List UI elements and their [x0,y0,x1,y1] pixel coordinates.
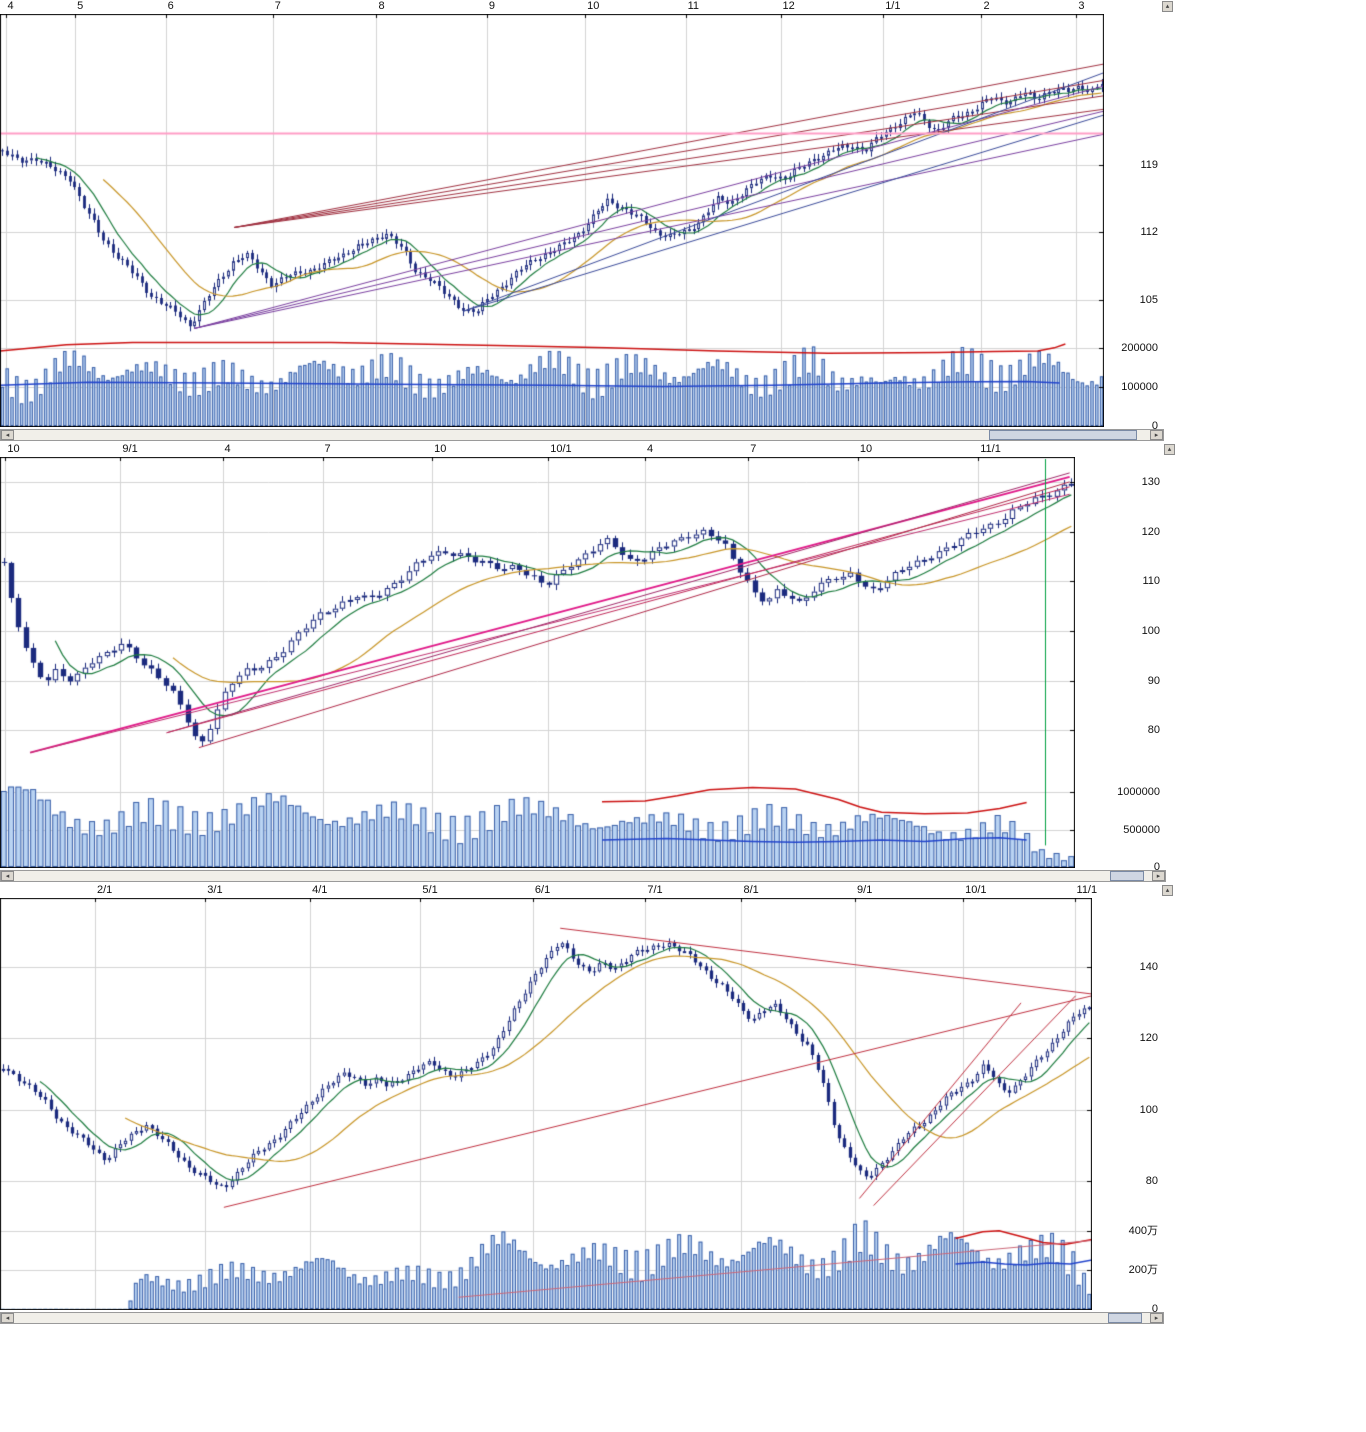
volume-tick-label: 0 [1153,861,1160,873]
x-tick-label: 1/1 [885,0,901,12]
price-tick-label: 105 [1139,293,1158,306]
x-tick-label: 10 [859,443,873,455]
window-corner-button[interactable]: ▴ [1162,1,1173,12]
x-tick-label: 11/1 [980,443,1001,455]
volume-tick-label: 200000 [1121,341,1158,354]
scroll-left-arrow[interactable]: ◂ [1,871,14,881]
x-axis-labels: 10 9/1 4 7 10 10/1 4 7 10 11/1 [0,443,1180,457]
x-tick-label: 4/1 [312,884,328,896]
x-tick-label: 7/1 [647,884,663,896]
volume-tick-label: 200万 [1128,1263,1158,1276]
x-tick-label: 3 [1078,0,1085,12]
x-tick-label: 8 [378,0,385,12]
price-tick-label: 130 [1141,475,1160,488]
window-corner-button[interactable]: ▴ [1164,444,1175,455]
scroll-left-arrow[interactable]: ◂ [1,1313,14,1323]
x-tick-label: 4 [7,0,14,12]
x-tick-label: 4 [647,443,654,455]
price-tick-label: 80 [1145,1174,1158,1187]
volume-tick-label: 1000000 [1117,786,1160,798]
weekly-chart-middle: 10 9/1 4 7 10 10/1 4 7 10 11/1 130 120 110 100 90 80 100… [0,443,1180,884]
x-tick-label: 10/1 [965,884,987,896]
weekly-chart-middle-plot [0,457,1075,868]
x-tick-label: 10 [587,0,600,12]
horizontal-scrollbar[interactable]: ◂ ▸ [0,870,1166,882]
horizontal-scrollbar[interactable]: ◂ ▸ [0,429,1164,441]
x-tick-label: 7 [324,443,331,455]
scroll-right-arrow[interactable]: ▸ [1152,871,1165,881]
x-tick-label: 2 [983,0,990,12]
x-tick-label: 7 [274,0,281,12]
x-tick-label: 11 [687,0,699,12]
volume-tick-label: 500000 [1123,823,1160,836]
x-tick-label: 10 [434,443,447,455]
price-tick-label: 100 [1139,1103,1158,1116]
x-tick-label: 3/1 [207,884,223,896]
volume-tick-label: 0 [1151,420,1158,432]
x-tick-label: 6/1 [534,884,551,896]
price-tick-label: 100 [1141,624,1160,637]
x-axis-labels: 4 5 6 7 8 9 10 11 12 1/1 2 3 [0,0,1166,14]
x-tick-label: 6 [167,0,174,12]
volume-tick-label: 100000 [1121,380,1158,393]
daily-chart-top: 4 5 6 7 8 9 10 11 12 1/1 2 3 119 112 105 200000 100000 0 ▴… [0,0,1173,443]
scroll-right-arrow[interactable]: ▸ [1150,1313,1163,1323]
horizontal-scrollbar[interactable]: ◂ ▸ [0,1312,1164,1324]
volume-tick-label: 0 [1151,1303,1158,1315]
window-corner-button[interactable]: ▴ [1162,885,1173,896]
daily-chart-bottom-plot [0,898,1092,1310]
x-tick-label: 9/1 [857,884,873,896]
x-tick-label: 12 [782,0,795,12]
x-tick-label: 5/1 [422,884,438,896]
x-tick-label: 2/1 [97,884,113,896]
x-tick-label: 11/1 [1076,884,1098,896]
x-tick-label: 9 [488,0,495,12]
price-tick-label: 112 [1140,226,1158,239]
price-tick-label: 120 [1141,525,1160,538]
price-tick-label: 110 [1142,575,1160,588]
scroll-thumb[interactable] [1110,871,1145,881]
x-tick-label: 10/1 [550,443,572,455]
daily-chart-bottom: 2/1 3/1 4/1 5/1 6/1 7/1 8/1 9/1 10/1 11/1 140 120 10… [0,884,1186,1326]
price-tick-label: 120 [1139,1032,1158,1045]
scroll-left-arrow[interactable]: ◂ [1,430,14,440]
scroll-right-arrow[interactable]: ▸ [1150,430,1163,440]
price-tick-label: 90 [1147,674,1160,687]
x-tick-label: 9/1 [122,443,138,455]
daily-chart-top-plot [0,14,1104,427]
x-tick-label: 5 [77,0,84,12]
price-tick-label: 119 [1140,158,1158,171]
x-axis-labels: 2/1 3/1 4/1 5/1 6/1 7/1 8/1 9/1 10/1 11/1 [0,884,1186,898]
scroll-thumb[interactable] [1108,1313,1143,1323]
x-tick-label: 10 [7,443,20,455]
volume-tick-label: 400万 [1128,1224,1158,1237]
scroll-thumb[interactable] [989,430,1137,440]
x-tick-label: 7 [750,443,757,455]
x-tick-label: 8/1 [743,884,759,896]
price-tick-label: 140 [1139,961,1158,974]
price-tick-label: 80 [1147,724,1160,737]
x-tick-label: 4 [224,443,231,455]
